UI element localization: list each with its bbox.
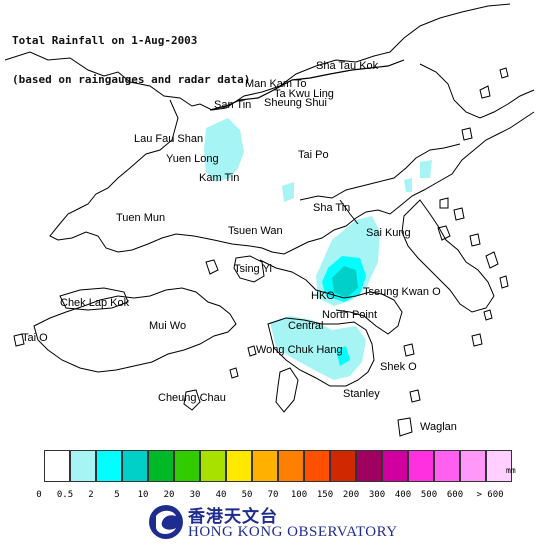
tolo-harbour [299, 143, 461, 201]
legend-swatch [226, 450, 252, 482]
rain-area-ma-on-shan [420, 160, 432, 178]
sha-tin-line [339, 199, 359, 225]
ma-wan [205, 259, 219, 275]
place-label-man-kam-to: Man Kam To [245, 78, 307, 90]
new-territories-coast [49, 99, 535, 255]
legend-tick-label: 400 [394, 490, 412, 500]
lantau-island [33, 287, 237, 373]
legend-swatch [200, 450, 226, 482]
title-line-2: (based on raingauges and radar data) [12, 73, 251, 86]
legend-tick-label: 300 [368, 490, 386, 500]
map-title: Total Rainfall on 1-Aug-2003 (based on r… [12, 8, 250, 99]
place-label-san-tin: San Tin [214, 99, 252, 111]
place-label-tuen-mun: Tuen Mun [116, 212, 166, 224]
place-label-mui-wo: Mui Wo [149, 320, 187, 332]
rain-area-tolo [404, 178, 412, 192]
legend-tick-label: 10 [137, 490, 149, 500]
legend-tick-label: 500 [420, 490, 438, 500]
rain-area-northwest [204, 118, 244, 182]
place-label-north-point: North Point [322, 309, 378, 321]
place-label-sha-tau-kok: Sha Tau Kok [316, 60, 379, 72]
place-label-chek-lap-kok: Chek Lap Kok [60, 297, 130, 309]
place-label-yuen-long: Yuen Long [166, 153, 219, 165]
logo-chinese-name: 香港天文台 [188, 507, 278, 527]
legend-tick-label: 40 [215, 490, 227, 500]
place-label-tseung-kwan-o: Tseung Kwan O [363, 286, 441, 298]
place-label-hko: HKO [311, 290, 335, 302]
legend-swatch [122, 450, 148, 482]
place-label-cheung-chau: Cheung Chau [158, 392, 226, 404]
place-label-tai-po: Tai Po [298, 149, 329, 161]
legend-swatch [460, 450, 486, 482]
rain-area-tai-po [282, 182, 294, 202]
legend-swatch [44, 450, 70, 482]
legend-swatch [408, 450, 434, 482]
hko-emblem-icon [149, 505, 183, 539]
legend-tick-label: 600 [446, 490, 464, 500]
legend-swatch [96, 450, 122, 482]
legend-tick-label: 50 [241, 490, 253, 500]
legend-tick-label: 200 [342, 490, 360, 500]
legend-swatch [304, 450, 330, 482]
place-label-sheung-shui: Sheung Shui [264, 97, 327, 109]
rain-area-hk-island-core [336, 346, 350, 366]
legend-swatch [434, 450, 460, 482]
northeast-coast [419, 63, 535, 119]
place-label-sai-kung: Sai Kung [366, 227, 411, 239]
sai-kung-islets [437, 197, 509, 289]
tsing-yi-island [233, 255, 265, 283]
legend-tick-label: > 600 [476, 490, 504, 500]
lamma-island [275, 367, 299, 413]
place-label-lau-fau-shan: Lau Fau Shan [134, 133, 204, 145]
place-label-waglan: Waglan [420, 421, 457, 433]
place-label-ta-kwu-ling: Ta Kwu Ling [274, 88, 334, 100]
legend-swatch [70, 450, 96, 482]
cheung-chau-island [183, 389, 201, 411]
eastern-islets [397, 309, 493, 437]
hko-logo: 香港天文台 HONG KONG OBSERVATORY [148, 500, 418, 546]
legend-swatch [382, 450, 408, 482]
place-label-tsuen-wan: Tsuen Wan [228, 225, 283, 237]
legend-tick-label: 5 [114, 490, 120, 500]
kowloon-coast [259, 259, 403, 335]
place-label-tai-o: Tai O [22, 332, 48, 344]
legend-swatch [486, 450, 512, 482]
place-label-shek-o: Shek O [380, 361, 417, 373]
legend-tick-label: 100 [290, 490, 308, 500]
legend-tick-label: 30 [189, 490, 201, 500]
legend-swatch [174, 450, 200, 482]
legend-tick-label: 150 [316, 490, 334, 500]
border-line [209, 59, 405, 111]
place-label-stanley: Stanley [343, 388, 380, 400]
legend-unit: mm [506, 466, 516, 475]
place-label-sha-tin: Sha Tin [313, 202, 351, 214]
legend-tick-label: 20 [163, 490, 175, 500]
logo-english-name: HONG KONG OBSERVATORY [188, 524, 398, 540]
place-label-tsing-yi: Tsing Yi [234, 263, 272, 275]
rain-shading [204, 118, 432, 380]
legend-swatch [330, 450, 356, 482]
southwest-islets [13, 333, 257, 379]
coastline [4, 3, 535, 437]
rain-area-kowloon-core-5 [332, 266, 358, 298]
hong-kong-island [267, 317, 375, 387]
place-label-kam-tin: Kam Tin [199, 172, 240, 184]
title-line-1: Total Rainfall on 1-Aug-2003 [12, 34, 198, 47]
legend-swatch [356, 450, 382, 482]
legend-tick-label: 70 [267, 490, 279, 500]
sai-kung-peninsula [401, 199, 495, 313]
legend-tick-label: 0 [36, 490, 42, 500]
chek-lap-kok-island [59, 287, 129, 311]
legend-swatch [278, 450, 304, 482]
legend-swatch [148, 450, 174, 482]
legend-tick-label: 0.5 [56, 490, 74, 500]
place-label-central: Central [288, 320, 324, 332]
legend-tick-label: 2 [88, 490, 94, 500]
place-label-wong-chuk-hang: Wong Chuk Hang [256, 344, 343, 356]
mirs-bay-islets [461, 67, 509, 141]
legend-swatch [252, 450, 278, 482]
